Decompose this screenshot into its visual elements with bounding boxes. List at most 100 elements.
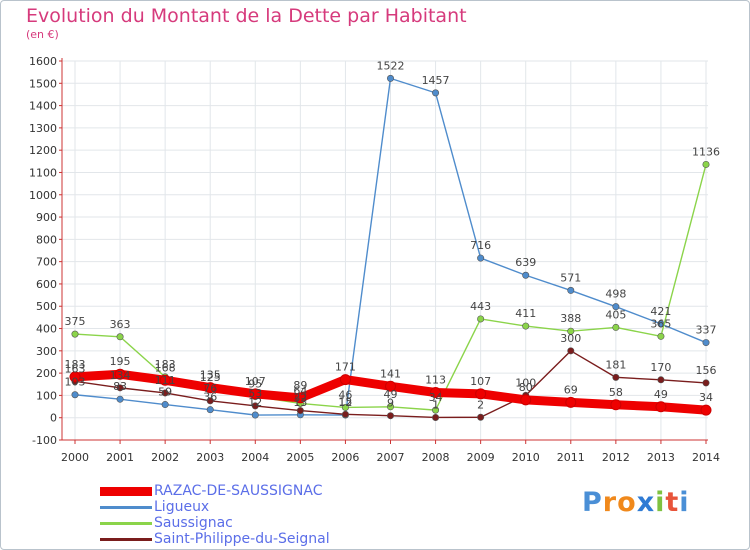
data-point-saussignac xyxy=(522,322,530,330)
x-tick-label: 2002 xyxy=(151,451,179,464)
data-point-saussignac xyxy=(657,332,665,340)
data-label-razac-de-saussignac: 107 xyxy=(470,375,491,388)
data-point-razac-de-saussignac xyxy=(294,392,306,404)
data-point-ligueux xyxy=(432,89,440,97)
data-point-razac-de-saussignac xyxy=(339,374,351,386)
data-label-saussignac: 375 xyxy=(65,315,86,328)
data-point-ligueux xyxy=(477,254,485,262)
data-point-razac-de-saussignac xyxy=(655,401,667,413)
data-point-razac-de-saussignac xyxy=(475,388,487,400)
data-point-saussignac xyxy=(567,327,575,335)
legend-label-ligueux: Ligueux xyxy=(154,499,210,515)
y-tick-label: 200 xyxy=(36,367,57,380)
y-tick-label: 400 xyxy=(36,323,57,336)
data-point-saussignac xyxy=(341,403,349,411)
data-label-razac-de-saussignac: 34 xyxy=(699,391,713,404)
data-label-saussignac: 125 xyxy=(200,371,221,384)
legend-swatch-razac xyxy=(100,487,152,496)
data-point-saint-philippe-du-seignal xyxy=(341,410,349,418)
data-label-ligueux: 421 xyxy=(650,305,671,318)
y-tick-label: 1600 xyxy=(29,55,57,68)
x-tick-label: 2004 xyxy=(241,451,269,464)
data-label-saint-philippe-du-seignal: 111 xyxy=(155,374,176,387)
data-point-razac-de-saussignac xyxy=(565,396,577,408)
y-tick-label: -100 xyxy=(32,434,57,447)
data-label-razac-de-saussignac: 49 xyxy=(654,388,668,401)
data-label-ligueux: 1522 xyxy=(377,59,405,72)
data-label-saussignac: 363 xyxy=(110,318,131,331)
data-point-ligueux xyxy=(702,339,710,347)
data-label-ligueux: 571 xyxy=(560,271,581,284)
data-label-saint-philippe-du-seignal: 134 xyxy=(110,369,131,382)
data-label-razac-de-saussignac: 107 xyxy=(245,375,266,388)
data-label-saussignac: 388 xyxy=(560,312,581,325)
data-point-ligueux xyxy=(522,271,530,279)
data-label-saussignac: 1136 xyxy=(692,145,720,158)
data-point-saint-philippe-du-seignal xyxy=(116,384,124,392)
x-tick-label: 2005 xyxy=(286,451,314,464)
data-label-ligueux: 59 xyxy=(158,386,172,399)
data-point-ligueux xyxy=(612,303,620,311)
data-point-saint-philippe-du-seignal xyxy=(702,379,710,387)
data-label-razac-de-saussignac: 141 xyxy=(380,367,401,380)
data-label-saussignac: 64 xyxy=(293,384,307,397)
data-label-razac-de-saussignac: 69 xyxy=(564,383,578,396)
y-tick-label: 1300 xyxy=(29,122,57,135)
x-tick-label: 2000 xyxy=(61,451,89,464)
data-label-saussignac: 95 xyxy=(248,378,262,391)
data-label-saussignac: 405 xyxy=(605,308,626,321)
data-label-ligueux: 337 xyxy=(696,324,717,337)
data-label-ligueux: 12 xyxy=(338,396,352,409)
data-label-saint-philippe-du-seignal: 32 xyxy=(293,392,307,405)
data-point-saint-philippe-du-seignal xyxy=(161,389,169,397)
y-tick-label: 900 xyxy=(36,211,57,224)
y-tick-label: 300 xyxy=(36,345,57,358)
data-label-saussignac: 183 xyxy=(155,358,176,371)
data-label-razac-de-saussignac: 195 xyxy=(110,355,131,368)
y-tick-label: 1500 xyxy=(29,77,57,90)
data-label-saint-philippe-du-seignal: 181 xyxy=(605,358,626,371)
legend-swatch-saussignac xyxy=(100,522,152,525)
data-label-saint-philippe-du-seignal: 15 xyxy=(338,395,352,408)
data-label-ligueux: 716 xyxy=(470,239,491,252)
data-point-saussignac xyxy=(71,330,79,338)
data-point-saussignac xyxy=(702,160,710,168)
legend-label-saussignac: Saussignac xyxy=(154,515,233,531)
y-tick-label: 1400 xyxy=(29,100,57,113)
y-tick-label: 0 xyxy=(50,412,57,425)
data-label-ligueux: 639 xyxy=(515,256,536,269)
data-point-ligueux xyxy=(71,391,79,399)
data-label-saint-philippe-du-seignal: 9 xyxy=(387,397,394,410)
series-layer xyxy=(69,74,712,421)
x-tick-label: 2010 xyxy=(512,451,540,464)
legend-label-razac: RAZAC-DE-SAUSSIGNAC xyxy=(154,483,323,499)
data-point-saint-philippe-du-seignal xyxy=(386,412,394,420)
x-tick-label: 2013 xyxy=(647,451,675,464)
data-point-saint-philippe-du-seignal xyxy=(477,413,485,421)
axes: -100010020030040050060070080090010001100… xyxy=(29,55,720,464)
data-label-razac-de-saussignac: 135 xyxy=(200,369,221,382)
x-tick-label: 2008 xyxy=(422,451,450,464)
data-label-ligueux: 13 xyxy=(293,396,307,409)
data-label-ligueux: 1457 xyxy=(422,74,450,87)
data-label-saint-philippe-du-seignal: 163 xyxy=(65,362,86,375)
x-tick-label: 2011 xyxy=(557,451,585,464)
data-point-saussignac xyxy=(432,406,440,414)
y-tick-label: 600 xyxy=(36,278,57,291)
data-labels: 103 83 59 36 12 13 121522145771663957149842133… xyxy=(65,59,721,411)
data-point-saussignac xyxy=(477,315,485,323)
data-label-saint-philippe-du-seignal: 2 xyxy=(477,398,484,411)
data-label-saint-philippe-du-seignal: 100 xyxy=(515,376,536,389)
data-point-razac-de-saussignac xyxy=(114,368,126,380)
data-label-ligueux: 36 xyxy=(203,391,217,404)
data-point-razac-de-saussignac xyxy=(69,371,81,383)
data-label-saussignac: 49 xyxy=(384,388,398,401)
legend-swatch-ligueux xyxy=(100,506,152,509)
data-point-ligueux xyxy=(116,395,124,403)
x-tick-label: 2007 xyxy=(377,451,405,464)
y-tick-label: 500 xyxy=(36,300,57,313)
data-label-razac-de-saussignac: 183 xyxy=(65,358,86,371)
chart-title: Evolution du Montant de la Dette par Hab… xyxy=(26,5,467,27)
data-label-saint-philippe-du-seignal: 156 xyxy=(696,364,717,377)
